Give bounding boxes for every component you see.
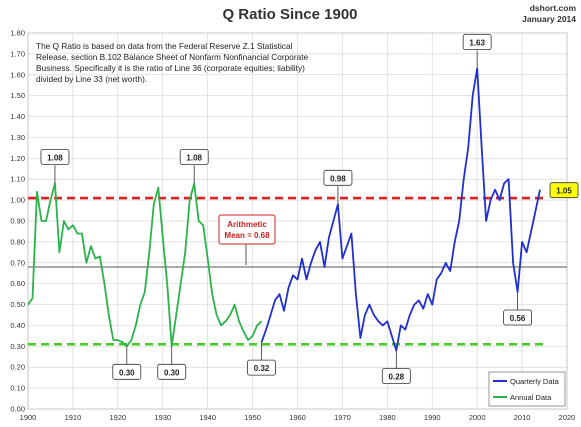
y-tick-label: 1.60 [10,70,25,79]
y-tick-label: 0.70 [10,258,25,267]
chart-title: Q Ratio Since 1900 [222,6,357,23]
callout-box [179,148,209,165]
y-tick-label: 0.60 [10,279,25,288]
mean-label-line-2: Mean = 0.68 [224,231,270,240]
y-tick-label: 0.30 [10,342,25,351]
y-tick-label: 1.40 [10,112,25,121]
callout-label: 1.05 [556,187,572,196]
callout-label: 0.56 [510,314,526,323]
callout-box [157,363,187,380]
x-axis-ticks: 1900 1910 1920 1930 1940 1950 1960 1970 1980 1990… [20,413,576,422]
mean-label-line-1: Arithmetic [227,220,267,229]
source-label: dshort.com [530,3,577,13]
note-line-4: divided by Line 33 (net worth). [36,74,147,84]
callout-box [247,359,276,376]
callout-box [323,169,353,186]
note-line-2: Release, section B.102 Balance Sheet of … [36,52,308,62]
x-tick-label: 1920 [109,413,126,422]
x-tick-label: 1900 [20,413,37,422]
x-tick-label: 1980 [379,413,396,422]
y-tick-label: 1.80 [10,29,25,38]
legend: Quarterly Data Annual Data [488,371,566,407]
x-tick-label: 1960 [289,413,306,422]
y-tick-label: 0.40 [10,321,25,330]
callout-label: 0.30 [164,368,180,377]
y-axis-ticks: 0.00 0.10 0.20 0.30 0.40 0.50 0.60 0.70 0.80 0.90… [10,29,25,414]
callout-box [549,182,579,199]
x-tick-label: 2000 [469,413,486,422]
note-box: The Q Ratio is based on data from the Fe… [36,41,308,84]
callout-label: 1.08 [186,153,202,162]
y-tick-label: 1.10 [10,175,25,184]
callout-box [503,309,532,326]
callout-label: 0.28 [389,373,405,382]
callout-label: 1.08 [47,153,63,162]
legend-label-quarterly: Quarterly Data [510,377,560,386]
x-tick-label: 2020 [559,413,576,422]
mean-callout: Arithmetic Mean = 0.68 [218,214,276,265]
y-tick-label: 1.50 [10,91,25,100]
callout-label: 1.63 [469,39,485,48]
y-tick-label: 0.10 [10,384,25,393]
note-line-1: The Q Ratio is based on data from the Fe… [36,41,293,51]
callout-box [381,368,411,384]
y-tick-label: 0.00 [10,405,25,414]
callout-box [112,363,142,380]
y-tick-label: 0.90 [10,217,25,226]
x-tick-label: 1940 [199,413,216,422]
x-tick-label: 1970 [334,413,351,422]
y-tick-label: 1.70 [10,49,25,58]
callout-label: 0.30 [119,368,135,377]
x-tick-label: 1930 [154,413,171,422]
callout-label: 0.98 [330,174,346,183]
y-tick-label: 0.50 [10,300,25,309]
series-lines [27,67,541,352]
y-tick-label: 1.30 [10,133,25,142]
y-tick-label: 0.80 [10,237,25,246]
note-line-3: Business. Specifically it is the ratio o… [36,63,305,73]
reference-lines [28,196,567,346]
callout-box [462,34,492,50]
legend-label-annual: Annual Data [510,393,552,402]
gridlines [27,32,568,410]
x-tick-label: 1990 [424,413,441,422]
date-label: January 2014 [522,14,576,24]
y-tick-label: 1.20 [10,154,25,163]
value-callouts: 1.08 1.08 0.30 0.30 0.32 0.98 0.28 1.63 0.56 1.05 [40,34,579,384]
x-tick-label: 1910 [65,413,82,422]
series-line-quarterly [260,67,541,352]
series-line-annual [27,182,263,348]
callout-box [40,148,70,165]
x-tick-label: 2010 [514,413,531,422]
y-tick-label: 1.00 [10,196,25,205]
callout-label: 0.32 [254,364,270,373]
y-tick-label: 0.20 [10,363,25,372]
x-tick-label: 1950 [244,413,261,422]
